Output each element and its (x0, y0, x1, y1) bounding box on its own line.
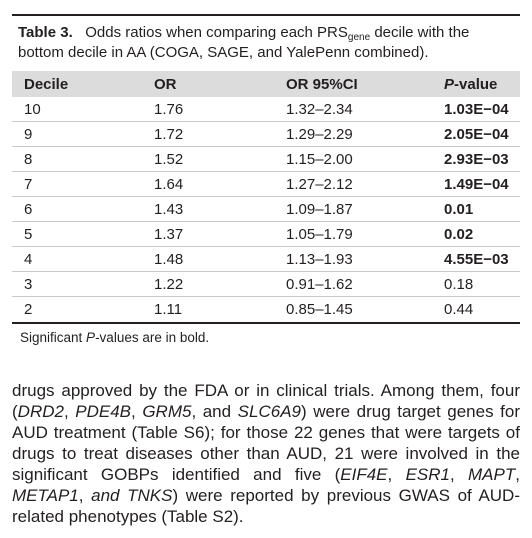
cell-or: 1.52 (154, 146, 286, 172)
table-3: Table 3. Odds ratios when comparing each… (12, 14, 520, 345)
table-row: 10 1.76 1.32–2.34 1.03E−04 (12, 97, 520, 122)
cell-p-value: 4.55E−03 (444, 246, 520, 272)
footnote-post: -values are in bold. (95, 329, 210, 345)
table-body: 10 1.76 1.32–2.34 1.03E−04 9 1.72 1.29–2.29 2.0… (12, 97, 520, 321)
paragraph-text: ) were drug target genes for AUD treatme… (12, 402, 520, 484)
paragraph-text: drugs approved by the FDA or in clinical… (12, 381, 520, 421)
cell-decile: 2 (24, 300, 33, 318)
cell-decile: 6 (12, 196, 154, 222)
cell-ci: 1.15–2.00 (286, 146, 444, 172)
paragraph-text: , (449, 465, 469, 484)
gene-name: DRD2 (17, 402, 64, 421)
cell-decile: 9 (12, 121, 154, 147)
gene-name: GRM5 (142, 402, 192, 421)
gene-name: PDE4B (75, 402, 132, 421)
paragraph-text: , (63, 402, 76, 421)
gene-name: EIF4E (340, 465, 388, 484)
cell-ci: 1.05–1.79 (286, 221, 444, 247)
footnote-italic: P (86, 329, 96, 345)
cell-ci: 0.91–1.62 (286, 271, 444, 297)
cell-p-value: 1.03E−04 (444, 97, 520, 122)
cell-or: 1.76 (154, 97, 286, 122)
cell-ci: 1.32–2.34 (286, 97, 444, 122)
footnote-pre: Significant (20, 329, 87, 345)
paragraph-text: , (78, 486, 92, 505)
paragraph-text: ) were reported by previous GWAS of AUD-… (12, 486, 520, 526)
cell-ci: 1.29–2.29 (286, 121, 444, 147)
table-header-row: Decile OR OR 95%CI P-value (12, 71, 520, 97)
table-label: Table 3. (18, 24, 73, 41)
table-row: 3 1.22 0.91–1.62 0.18 (12, 271, 520, 297)
cell-p-value: 0.18 (444, 271, 520, 297)
table-row: 7 1.64 1.27–2.12 1.49E−04 (12, 171, 520, 197)
paragraph-text: , (515, 465, 520, 484)
cell-ci: 0.85–1.45 (286, 300, 353, 318)
header-p-rest: -value (454, 75, 498, 93)
header-p-value: P-value (444, 71, 520, 97)
cell-ci: 1.13–1.93 (286, 246, 444, 272)
cell-or: 1.22 (154, 271, 286, 297)
cell-p-value: 2.93E−03 (444, 146, 520, 172)
cell-p-value: 0.02 (444, 221, 520, 247)
table-top-rule (12, 14, 520, 16)
cell-decile: 3 (12, 271, 154, 297)
cell-decile: 7 (12, 171, 154, 197)
header-p-italic: P (444, 75, 455, 93)
header-ci: OR 95%CI (286, 75, 358, 93)
cell-p-value: 0.44 (444, 300, 474, 318)
paragraph-text: , (131, 402, 143, 421)
body-paragraph: drugs approved by the FDA or in clinical… (12, 380, 520, 527)
caption-text-pre: Odds ratios when comparing each PRS (85, 24, 348, 41)
table-row: 6 1.43 1.09–1.87 0.01 (12, 196, 520, 222)
header-or: OR (154, 75, 177, 93)
header-decile: Decile (24, 75, 69, 93)
cell-decile: 5 (12, 221, 154, 247)
gene-name: SLC6A9 (237, 402, 301, 421)
cell-or: 1.72 (154, 121, 286, 147)
caption-subscript: gene (347, 32, 371, 43)
cell-p-value: 0.01 (444, 196, 520, 222)
cell-decile: 4 (12, 246, 154, 272)
gene-name: MAPT (468, 465, 516, 484)
cell-or: 1.64 (154, 171, 286, 197)
cell-or: 1.37 (154, 221, 286, 247)
table-bottom-rule (12, 322, 520, 324)
cell-decile: 10 (12, 97, 154, 122)
caption-text-post: decile with the bottom decile in AA (COG… (18, 24, 470, 61)
cell-p-value: 1.49E−04 (444, 171, 520, 197)
gene-name: ESR1 (405, 465, 450, 484)
paragraph-text: , and (191, 402, 238, 421)
odds-ratio-table: Decile OR OR 95%CI P-value 10 1.76 1.32–2.… (12, 71, 520, 321)
table-row: 8 1.52 1.15–2.00 2.93E−03 (12, 146, 520, 172)
gene-name: METAP1 (12, 486, 79, 505)
cell-ci: 1.09–1.87 (286, 196, 444, 222)
table-row: 2 1.11 0.85–1.45 0.44 (12, 297, 520, 322)
cell-p-value: 2.05E−04 (444, 121, 520, 147)
cell-ci: 1.27–2.12 (286, 171, 444, 197)
cell-or: 1.43 (154, 196, 286, 222)
table-row: 4 1.48 1.13–1.93 4.55E−03 (12, 246, 520, 272)
cell-decile: 8 (12, 146, 154, 172)
cell-or: 1.48 (154, 246, 286, 272)
gene-name: and TNKS (91, 486, 173, 505)
table-footnote: Significant P-values are in bold. (12, 324, 520, 345)
table-caption: Table 3. Odds ratios when comparing each… (12, 16, 520, 67)
cell-or: 1.11 (154, 300, 183, 318)
paragraph-text: , (387, 465, 406, 484)
table-row: 9 1.72 1.29–2.29 2.05E−04 (12, 121, 520, 147)
table-row: 5 1.37 1.05–1.79 0.02 (12, 221, 520, 247)
